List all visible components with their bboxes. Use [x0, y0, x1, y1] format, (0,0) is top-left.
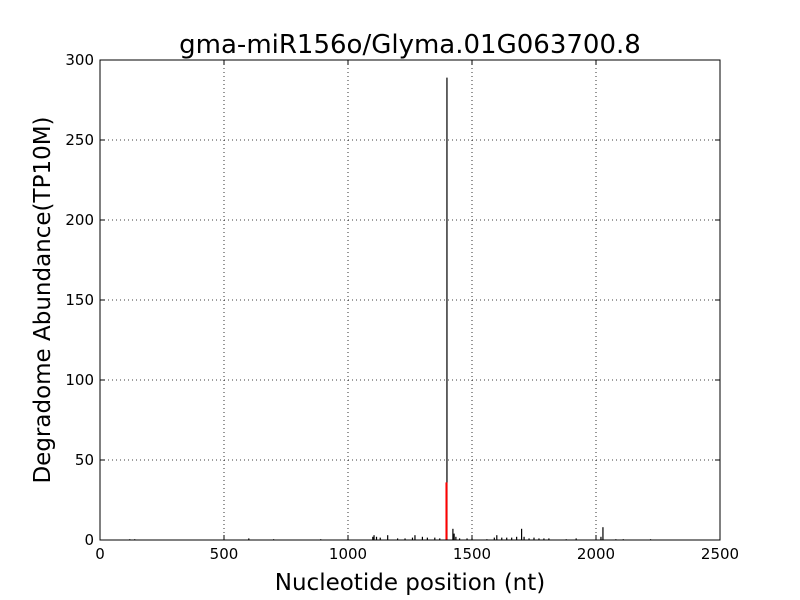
y-tick-label: 200: [65, 211, 94, 229]
x-axis-label: Nucleotide position (nt): [275, 570, 545, 596]
x-tick-label: 1000: [329, 545, 367, 563]
y-tick-label: 100: [65, 371, 94, 389]
chart-title: gma-miR156o/Glyma.01G063700.8: [179, 30, 641, 60]
x-tick-label: 500: [210, 545, 239, 563]
y-tick-label: 150: [65, 291, 94, 309]
y-tick-label: 50: [75, 451, 94, 469]
y-tick-label: 250: [65, 131, 94, 149]
x-tick-label: 0: [95, 545, 105, 563]
y-axis-label: Degradome Abundance(TP10M): [30, 116, 56, 483]
y-tick-label: 0: [84, 531, 94, 549]
x-tick-label: 2500: [701, 545, 739, 563]
x-tick-label: 2000: [577, 545, 615, 563]
y-tick-label: 300: [65, 51, 94, 69]
x-tick-label: 1500: [453, 545, 491, 563]
